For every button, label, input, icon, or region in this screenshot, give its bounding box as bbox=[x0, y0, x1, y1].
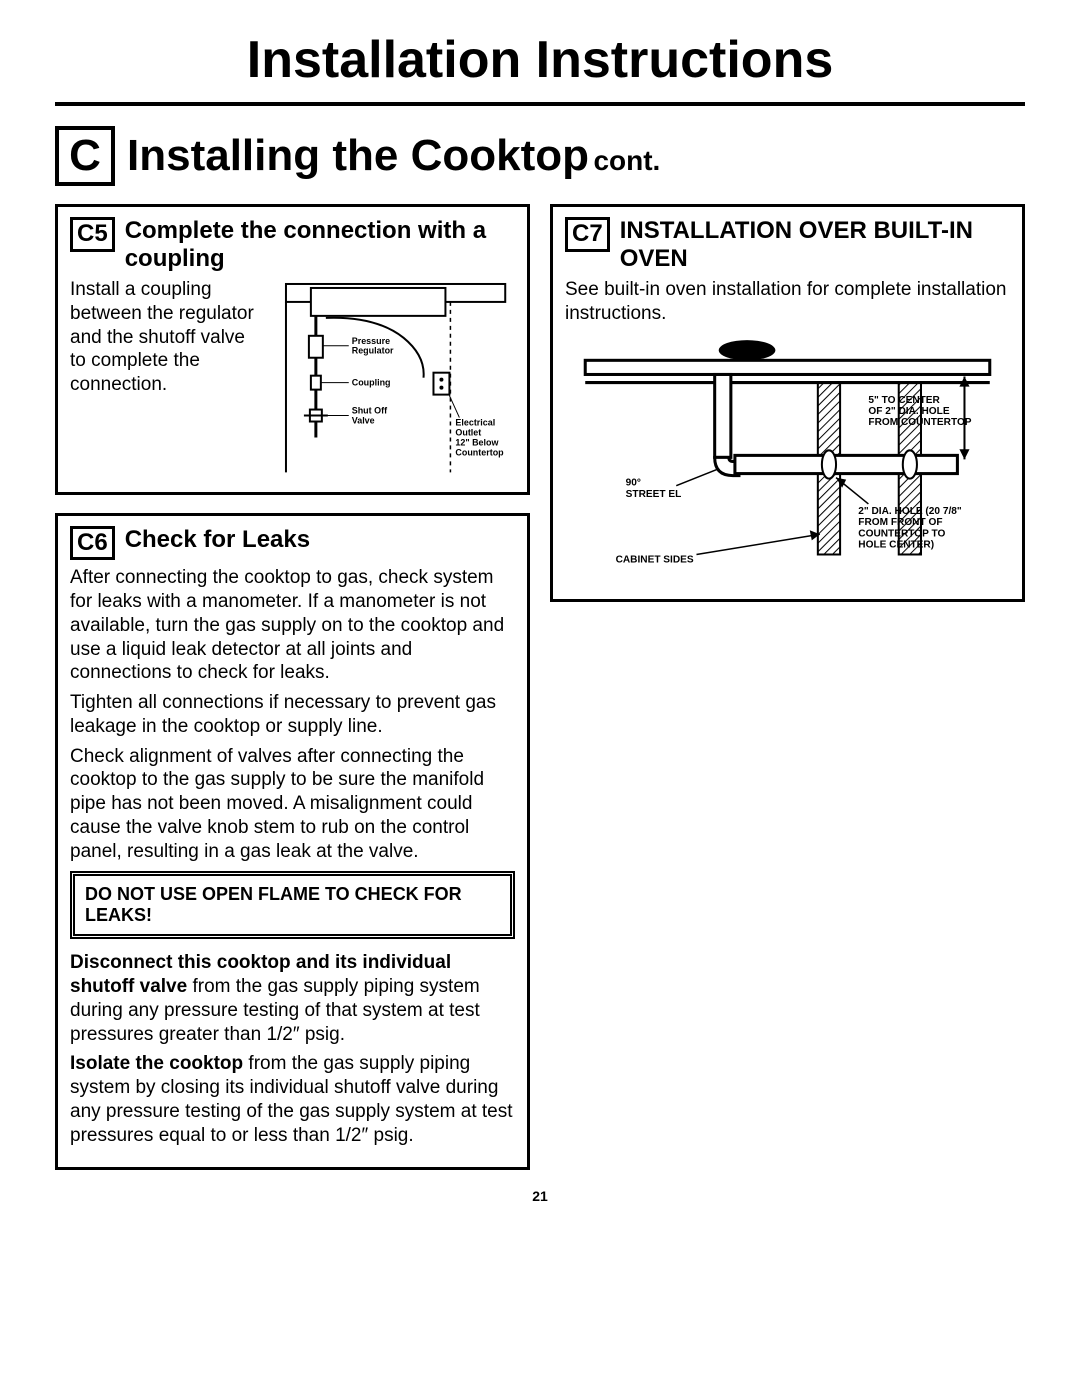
svg-text:STREET EL: STREET EL bbox=[626, 489, 682, 500]
warning-box: DO NOT USE OPEN FLAME TO CHECK FOR LEAKS… bbox=[70, 871, 515, 939]
svg-text:90°: 90° bbox=[626, 477, 641, 488]
svg-text:Pressure: Pressure bbox=[352, 336, 390, 346]
svg-text:OF 2" DIA. HOLE: OF 2" DIA. HOLE bbox=[868, 406, 949, 417]
section-badge: C bbox=[55, 126, 115, 186]
step-c6-p1: After connecting the cooktop to gas, che… bbox=[70, 566, 515, 685]
warning-text: DO NOT USE OPEN FLAME TO CHECK FOR LEAKS… bbox=[85, 884, 500, 926]
section-title-wrap: Installing the Cooktop cont. bbox=[127, 131, 660, 181]
svg-text:Electrical: Electrical bbox=[455, 418, 495, 428]
section-title: Installing the Cooktop bbox=[127, 131, 589, 180]
left-column: C5 Complete the connection with a coupli… bbox=[55, 204, 530, 1170]
step-c6-p3: Check alignment of valves after connecti… bbox=[70, 745, 515, 864]
svg-text:COUNTERTOP TO: COUNTERTOP TO bbox=[858, 528, 945, 539]
step-c5-badge: C5 bbox=[70, 217, 115, 252]
step-c6-p5: Isolate the cooktop from the gas supply … bbox=[70, 1052, 515, 1147]
svg-text:CABINET SIDES: CABINET SIDES bbox=[616, 554, 694, 565]
svg-text:HOLE CENTER): HOLE CENTER) bbox=[858, 539, 934, 550]
step-c5-title: Complete the connection with a coupling bbox=[125, 217, 515, 272]
right-column: C7 INSTALLATION OVER BUILT-IN OVEN See b… bbox=[550, 204, 1025, 1170]
svg-text:Countertop: Countertop bbox=[455, 448, 504, 458]
svg-text:12" Below: 12" Below bbox=[455, 438, 498, 448]
step-c5-diagram: Pressure Regulator Coupling Shut Off Val… bbox=[276, 278, 515, 477]
step-c5-content: Install a coupling between the regulator… bbox=[70, 278, 515, 477]
step-c6-p5-lead: Isolate the cooktop bbox=[70, 1053, 243, 1074]
svg-text:2" DIA. HOLE (20 7/8": 2" DIA. HOLE (20 7/8" bbox=[858, 506, 962, 517]
svg-text:Regulator: Regulator bbox=[352, 346, 394, 356]
step-c7-text: See built-in oven installation for compl… bbox=[565, 278, 1010, 326]
step-c7-header: C7 INSTALLATION OVER BUILT-IN OVEN bbox=[565, 217, 1010, 272]
section-title-suffix: cont. bbox=[593, 145, 660, 176]
columns: C5 Complete the connection with a coupli… bbox=[55, 204, 1025, 1170]
svg-text:FROM FRONT OF: FROM FRONT OF bbox=[858, 517, 942, 528]
svg-text:Outlet: Outlet bbox=[455, 428, 481, 438]
step-c5: C5 Complete the connection with a coupli… bbox=[55, 204, 530, 495]
step-c7-title: INSTALLATION OVER BUILT-IN OVEN bbox=[620, 217, 1010, 272]
step-c6-title: Check for Leaks bbox=[125, 526, 310, 554]
page-number: 21 bbox=[55, 1188, 1025, 1204]
step-c6: C6 Check for Leaks After connecting the … bbox=[55, 513, 530, 1171]
section-header: C Installing the Cooktop cont. bbox=[55, 126, 1025, 186]
step-c6-p2: Tighten all connections if necessary to … bbox=[70, 691, 515, 739]
step-c7-diagram: 5" TO CENTER OF 2" DIA. HOLE FROM COUNTE… bbox=[565, 332, 1010, 585]
step-c6-badge: C6 bbox=[70, 526, 115, 561]
svg-text:5" TO CENTER: 5" TO CENTER bbox=[868, 394, 940, 405]
step-c5-header: C5 Complete the connection with a coupli… bbox=[70, 217, 515, 272]
step-c7: C7 INSTALLATION OVER BUILT-IN OVEN See b… bbox=[550, 204, 1025, 602]
svg-text:Valve: Valve bbox=[352, 416, 375, 426]
step-c5-text: Install a coupling between the regulator… bbox=[70, 278, 266, 471]
step-c6-header: C6 Check for Leaks bbox=[70, 526, 515, 561]
svg-text:FROM COUNTERTOP: FROM COUNTERTOP bbox=[868, 417, 971, 428]
step-c7-badge: C7 bbox=[565, 217, 610, 252]
step-c6-p4: Disconnect this cooktop and its individu… bbox=[70, 951, 515, 1046]
svg-text:Coupling: Coupling bbox=[352, 378, 391, 388]
svg-text:Shut Off: Shut Off bbox=[352, 406, 387, 416]
page-title: Installation Instructions bbox=[55, 30, 1025, 106]
